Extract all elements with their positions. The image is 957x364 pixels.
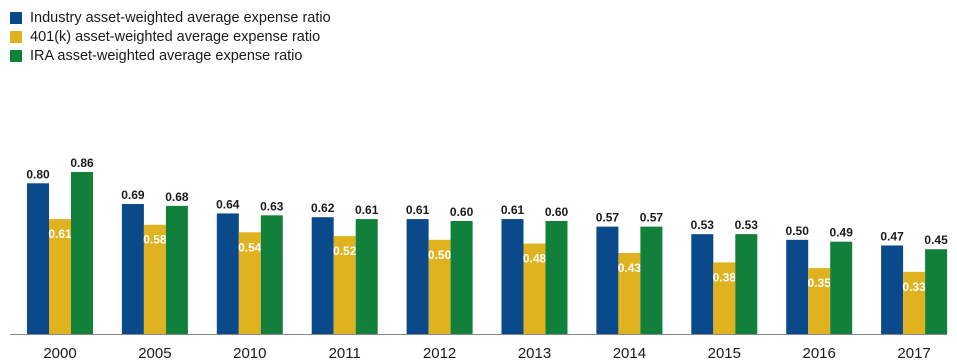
value-label-ira-2000: 0.86 xyxy=(70,156,94,170)
value-label-industry-2015: 0.53 xyxy=(691,218,715,232)
value-label-ira-2017: 0.45 xyxy=(924,233,948,247)
value-label-401k-2005: 0.58 xyxy=(143,233,167,247)
value-label-401k-2013: 0.48 xyxy=(523,252,547,266)
value-label-ira-2010: 0.63 xyxy=(260,199,284,213)
value-label-ira-2015: 0.53 xyxy=(735,218,759,232)
value-label-ira-2016: 0.49 xyxy=(830,226,854,240)
value-label-industry-2012: 0.61 xyxy=(406,203,430,217)
bar-ira-2000 xyxy=(71,172,93,334)
value-label-401k-2011: 0.52 xyxy=(333,244,357,258)
bar-industry-2016 xyxy=(786,239,809,334)
x-tick-label-2013: 2013 xyxy=(518,345,551,362)
legend-swatch-industry xyxy=(10,11,22,24)
x-tick-label-2016: 2016 xyxy=(803,345,836,362)
value-label-401k-2012: 0.50 xyxy=(428,248,452,262)
value-label-industry-2011: 0.62 xyxy=(311,201,335,215)
bar-ira-2016 xyxy=(830,241,853,334)
bar-401k-2011 xyxy=(333,236,356,334)
bar-401k-2000 xyxy=(49,219,71,334)
bar-ira-2011 xyxy=(355,219,378,334)
bar-industry-2011 xyxy=(311,217,334,334)
bar-industry-2000 xyxy=(27,183,49,334)
bar-ira-2012 xyxy=(450,220,473,334)
value-label-401k-2017: 0.33 xyxy=(902,280,926,294)
bar-401k-2014 xyxy=(618,253,641,334)
bar-industry-2015 xyxy=(691,234,714,334)
bar-401k-2016 xyxy=(808,268,831,334)
bar-401k-2010 xyxy=(238,232,261,334)
x-tick-label-2015: 2015 xyxy=(708,345,741,362)
bar-ira-2005 xyxy=(165,205,188,334)
legend-item-ira: IRA asset-weighted average expense ratio xyxy=(10,46,331,65)
bar-ira-2010 xyxy=(260,215,283,334)
bar-industry-2010 xyxy=(216,213,239,334)
bar-401k-2005 xyxy=(143,224,166,334)
value-label-industry-2016: 0.50 xyxy=(786,224,810,238)
bar-ira-2014 xyxy=(640,226,663,334)
value-label-401k-2016: 0.35 xyxy=(808,276,832,290)
bar-ira-2017 xyxy=(925,249,948,334)
bar-401k-2015 xyxy=(713,262,736,334)
x-tick-label-2005: 2005 xyxy=(138,345,171,362)
value-label-401k-2010: 0.54 xyxy=(238,240,262,254)
value-label-401k-2015: 0.38 xyxy=(713,270,737,284)
value-label-401k-2000: 0.61 xyxy=(48,227,72,241)
bar-industry-2014 xyxy=(596,226,619,334)
value-label-ira-2013: 0.60 xyxy=(545,205,569,219)
bar-industry-2017 xyxy=(881,245,904,334)
bar-industry-2005 xyxy=(121,204,144,334)
value-label-industry-2014: 0.57 xyxy=(596,211,620,225)
bar-industry-2013 xyxy=(501,219,524,334)
value-label-ira-2014: 0.57 xyxy=(640,211,664,225)
legend-item-industry: Industry asset-weighted average expense … xyxy=(10,8,331,27)
value-label-industry-2017: 0.47 xyxy=(880,229,904,243)
legend-label-ira: IRA asset-weighted average expense ratio xyxy=(30,47,303,64)
x-tick-label-2017: 2017 xyxy=(897,345,930,362)
x-tick-label-2000: 2000 xyxy=(43,345,76,362)
x-tick-label-2014: 2014 xyxy=(613,345,646,362)
x-tick-label-2012: 2012 xyxy=(423,345,456,362)
value-label-401k-2014: 0.43 xyxy=(618,261,642,275)
bar-ira-2013 xyxy=(545,220,568,334)
value-label-industry-2000: 0.80 xyxy=(26,167,50,181)
legend: Industry asset-weighted average expense … xyxy=(10,8,331,65)
bar-401k-2017 xyxy=(903,271,926,334)
bar-401k-2012 xyxy=(428,239,451,334)
bar-industry-2012 xyxy=(406,219,429,334)
value-label-industry-2013: 0.61 xyxy=(501,203,525,217)
x-tick-label-2010: 2010 xyxy=(233,345,266,362)
value-label-ira-2005: 0.68 xyxy=(165,190,189,204)
bar-401k-2013 xyxy=(523,243,546,334)
legend-label-401k: 401(k) asset-weighted average expense ra… xyxy=(30,28,321,45)
x-tick-label-2011: 2011 xyxy=(329,345,361,362)
value-label-industry-2005: 0.69 xyxy=(121,188,145,202)
value-label-ira-2011: 0.61 xyxy=(355,203,379,217)
legend-swatch-ira xyxy=(10,49,22,62)
value-label-ira-2012: 0.60 xyxy=(450,205,474,219)
legend-swatch-401k xyxy=(10,30,22,43)
bar-ira-2015 xyxy=(735,234,758,334)
legend-item-401k: 401(k) asset-weighted average expense ra… xyxy=(10,27,331,46)
value-label-industry-2010: 0.64 xyxy=(216,197,240,211)
legend-label-industry: Industry asset-weighted average expense … xyxy=(30,9,331,26)
